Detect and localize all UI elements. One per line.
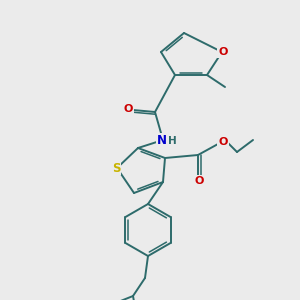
- Text: S: S: [112, 161, 120, 175]
- Text: N: N: [157, 134, 167, 146]
- Text: O: O: [218, 47, 228, 57]
- Text: O: O: [218, 137, 228, 147]
- Text: O: O: [194, 176, 204, 186]
- Text: H: H: [168, 136, 176, 146]
- Text: O: O: [123, 104, 133, 114]
